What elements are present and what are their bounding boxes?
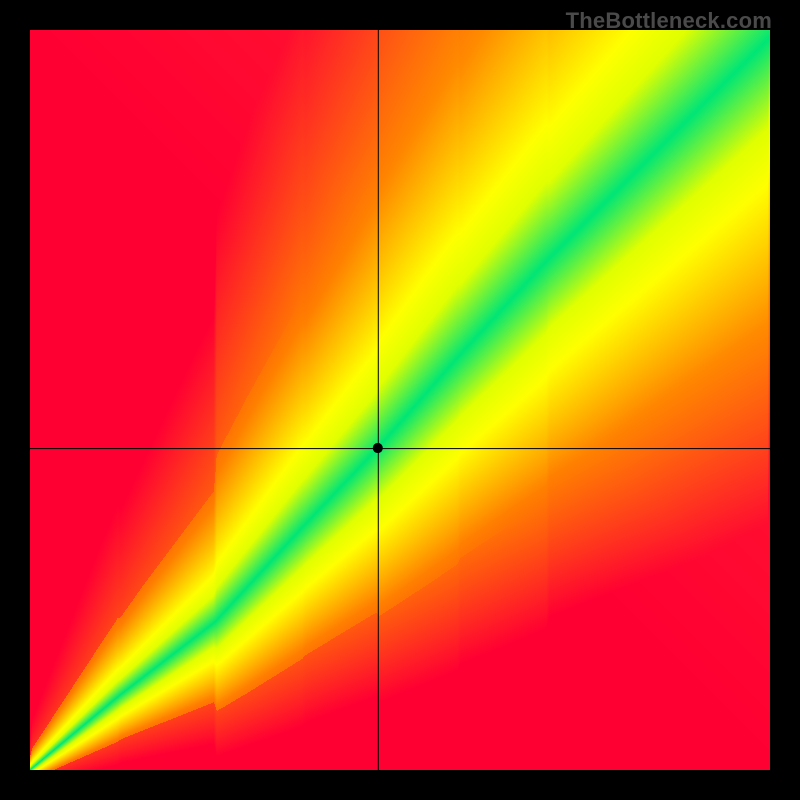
heatmap-canvas xyxy=(30,30,770,770)
heatmap-chart xyxy=(30,30,770,770)
